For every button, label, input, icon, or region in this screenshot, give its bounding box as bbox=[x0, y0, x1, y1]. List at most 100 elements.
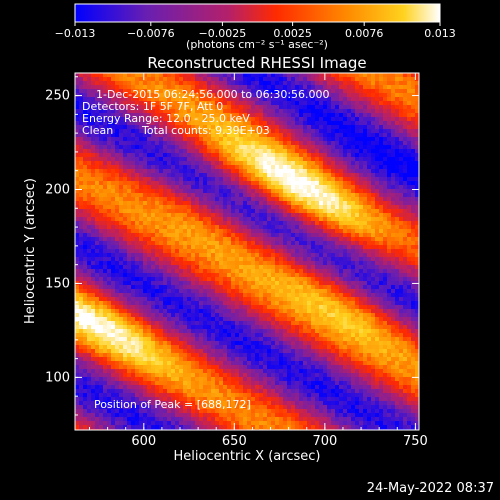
heatmap-cell bbox=[351, 93, 355, 97]
heatmap-cell bbox=[103, 253, 107, 257]
heatmap-cell bbox=[391, 169, 395, 173]
heatmap-cell bbox=[139, 105, 143, 109]
heatmap-cell bbox=[391, 205, 395, 209]
heatmap-cell bbox=[123, 93, 127, 97]
heatmap-cell bbox=[139, 257, 143, 261]
heatmap-cell bbox=[79, 177, 83, 181]
heatmap-cell bbox=[315, 237, 319, 241]
heatmap-cell bbox=[199, 281, 203, 285]
heatmap-cell bbox=[383, 157, 387, 161]
heatmap-cell bbox=[131, 145, 135, 149]
heatmap-cell bbox=[179, 221, 183, 225]
heatmap-cell bbox=[251, 117, 255, 121]
heatmap-cell bbox=[207, 121, 211, 125]
heatmap-cell bbox=[255, 153, 259, 157]
heatmap-cell bbox=[103, 189, 107, 193]
heatmap-cell bbox=[223, 289, 227, 293]
heatmap-cell bbox=[263, 161, 267, 165]
heatmap-cell bbox=[383, 253, 387, 257]
heatmap-cell bbox=[155, 81, 159, 85]
heatmap-cell bbox=[223, 173, 227, 177]
heatmap-cell bbox=[211, 113, 215, 117]
heatmap-cell bbox=[323, 181, 327, 185]
heatmap-cell bbox=[187, 93, 191, 97]
heatmap-cell bbox=[291, 301, 295, 305]
heatmap-cell bbox=[279, 265, 283, 269]
heatmap-cell bbox=[187, 289, 191, 293]
heatmap-cell bbox=[223, 133, 227, 137]
heatmap-cell bbox=[279, 209, 283, 213]
heatmap-cell bbox=[179, 137, 183, 141]
heatmap-cell bbox=[387, 173, 391, 177]
heatmap-cell bbox=[283, 137, 287, 141]
heatmap-cell bbox=[91, 157, 95, 161]
heatmap-cell bbox=[387, 289, 391, 293]
heatmap-cell bbox=[339, 145, 343, 149]
heatmap-cell bbox=[267, 205, 271, 209]
heatmap-cell bbox=[227, 221, 231, 225]
heatmap-cell bbox=[375, 121, 379, 125]
heatmap-cell bbox=[327, 233, 331, 237]
heatmap-cell bbox=[339, 205, 343, 209]
heatmap-cell bbox=[99, 161, 103, 165]
heatmap-cell bbox=[167, 297, 171, 301]
heatmap-cell bbox=[235, 241, 239, 245]
heatmap-cell bbox=[371, 225, 375, 229]
heatmap-cell bbox=[287, 269, 291, 273]
heatmap-cell bbox=[123, 285, 127, 289]
heatmap-cell bbox=[147, 245, 151, 249]
heatmap-cell bbox=[151, 241, 155, 245]
heatmap-cell bbox=[267, 293, 271, 297]
heatmap-cell bbox=[183, 177, 187, 181]
heatmap-cell bbox=[211, 85, 215, 89]
heatmap-cell bbox=[263, 289, 267, 293]
heatmap-cell bbox=[151, 121, 155, 125]
heatmap-cell bbox=[323, 85, 327, 89]
heatmap-cell bbox=[251, 221, 255, 225]
heatmap-cell bbox=[171, 221, 175, 225]
heatmap-cell bbox=[295, 209, 299, 213]
heatmap-cell bbox=[339, 141, 343, 145]
heatmap-cell bbox=[371, 185, 375, 189]
heatmap-cell bbox=[211, 161, 215, 165]
heatmap-cell bbox=[151, 133, 155, 137]
heatmap-cell bbox=[267, 125, 271, 129]
heatmap-cell bbox=[203, 285, 207, 289]
heatmap-cell bbox=[235, 153, 239, 157]
heatmap-cell bbox=[111, 153, 115, 157]
heatmap-cell bbox=[239, 289, 243, 293]
heatmap-cell bbox=[171, 157, 175, 161]
heatmap-cell bbox=[119, 297, 123, 301]
heatmap-cell bbox=[175, 221, 179, 225]
heatmap-cell bbox=[299, 197, 303, 201]
heatmap-cell bbox=[147, 181, 151, 185]
heatmap-cell bbox=[231, 273, 235, 277]
heatmap-cell bbox=[259, 233, 263, 237]
heatmap-cell bbox=[411, 141, 415, 145]
heatmap-cell bbox=[291, 141, 295, 145]
heatmap-cell bbox=[387, 189, 391, 193]
heatmap-cell bbox=[255, 93, 259, 97]
heatmap-cell bbox=[307, 165, 311, 169]
heatmap-cell bbox=[99, 269, 103, 273]
heatmap-cell bbox=[87, 253, 91, 257]
heatmap-cell bbox=[355, 181, 359, 185]
heatmap-cell bbox=[183, 137, 187, 141]
heatmap-cell bbox=[139, 161, 143, 165]
heatmap-cell bbox=[115, 145, 119, 149]
heatmap-cell bbox=[327, 249, 331, 253]
heatmap-cell bbox=[243, 177, 247, 181]
heatmap-cell bbox=[291, 161, 295, 165]
heatmap-cell bbox=[251, 217, 255, 221]
heatmap-cell bbox=[375, 249, 379, 253]
heatmap-cell bbox=[87, 133, 91, 137]
heatmap-cell bbox=[283, 261, 287, 265]
heatmap-cell bbox=[215, 201, 219, 205]
heatmap-cell bbox=[327, 265, 331, 269]
heatmap-cell bbox=[175, 253, 179, 257]
heatmap-cell bbox=[167, 93, 171, 97]
heatmap-cell bbox=[183, 149, 187, 153]
heatmap-cell bbox=[99, 157, 103, 161]
heatmap-cell bbox=[295, 277, 299, 281]
heatmap-cell bbox=[279, 197, 283, 201]
